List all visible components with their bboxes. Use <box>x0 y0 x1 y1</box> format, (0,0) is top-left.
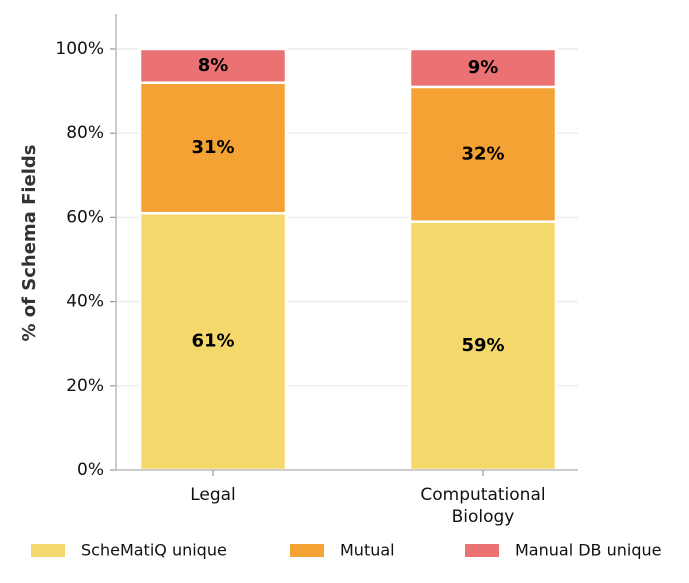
x-tick-label: Legal <box>190 485 236 505</box>
data-label: 31% <box>191 137 234 158</box>
axes: 0% 20% 40% 60% 80% 100% Legal Computational Biol… <box>55 14 578 527</box>
y-axis-label: % of Schema Fields <box>19 144 40 341</box>
legend-swatch <box>290 544 324 557</box>
legend: ScheMatiQ unique Mutual Manual DB unique <box>31 541 661 560</box>
legend-swatch <box>465 544 499 557</box>
bar-segment <box>408 47 558 89</box>
data-label: 8% <box>198 55 229 76</box>
data-label: 59% <box>461 335 504 356</box>
bars <box>138 47 558 472</box>
legend-swatch <box>31 544 65 557</box>
data-label: 61% <box>191 331 234 352</box>
data-labels: 61% 31% 8% 59% 32% 9% <box>191 55 504 356</box>
y-tick-label: 20% <box>66 376 104 396</box>
x-tick-label-line: Legal <box>190 485 236 505</box>
data-label: 32% <box>461 143 504 164</box>
x-tick-label: Computational Biology <box>420 485 545 527</box>
y-tick-label: 0% <box>77 460 104 480</box>
y-tick-label: 40% <box>66 292 104 312</box>
x-tick-label-line: Computational <box>420 485 545 505</box>
bar-segment <box>138 47 288 84</box>
y-tick-label: 100% <box>55 39 104 59</box>
y-tick-label: 60% <box>66 207 104 227</box>
legend-entry: ScheMatiQ unique <box>81 541 227 560</box>
x-tick-label-line: Biology <box>452 507 515 527</box>
legend-entry: Manual DB unique <box>515 541 661 560</box>
legend-entry: Mutual <box>340 541 395 560</box>
bar-segment <box>138 81 288 215</box>
y-tick-label: 80% <box>66 123 104 143</box>
bar-segment <box>138 211 288 472</box>
data-label: 9% <box>468 57 499 78</box>
